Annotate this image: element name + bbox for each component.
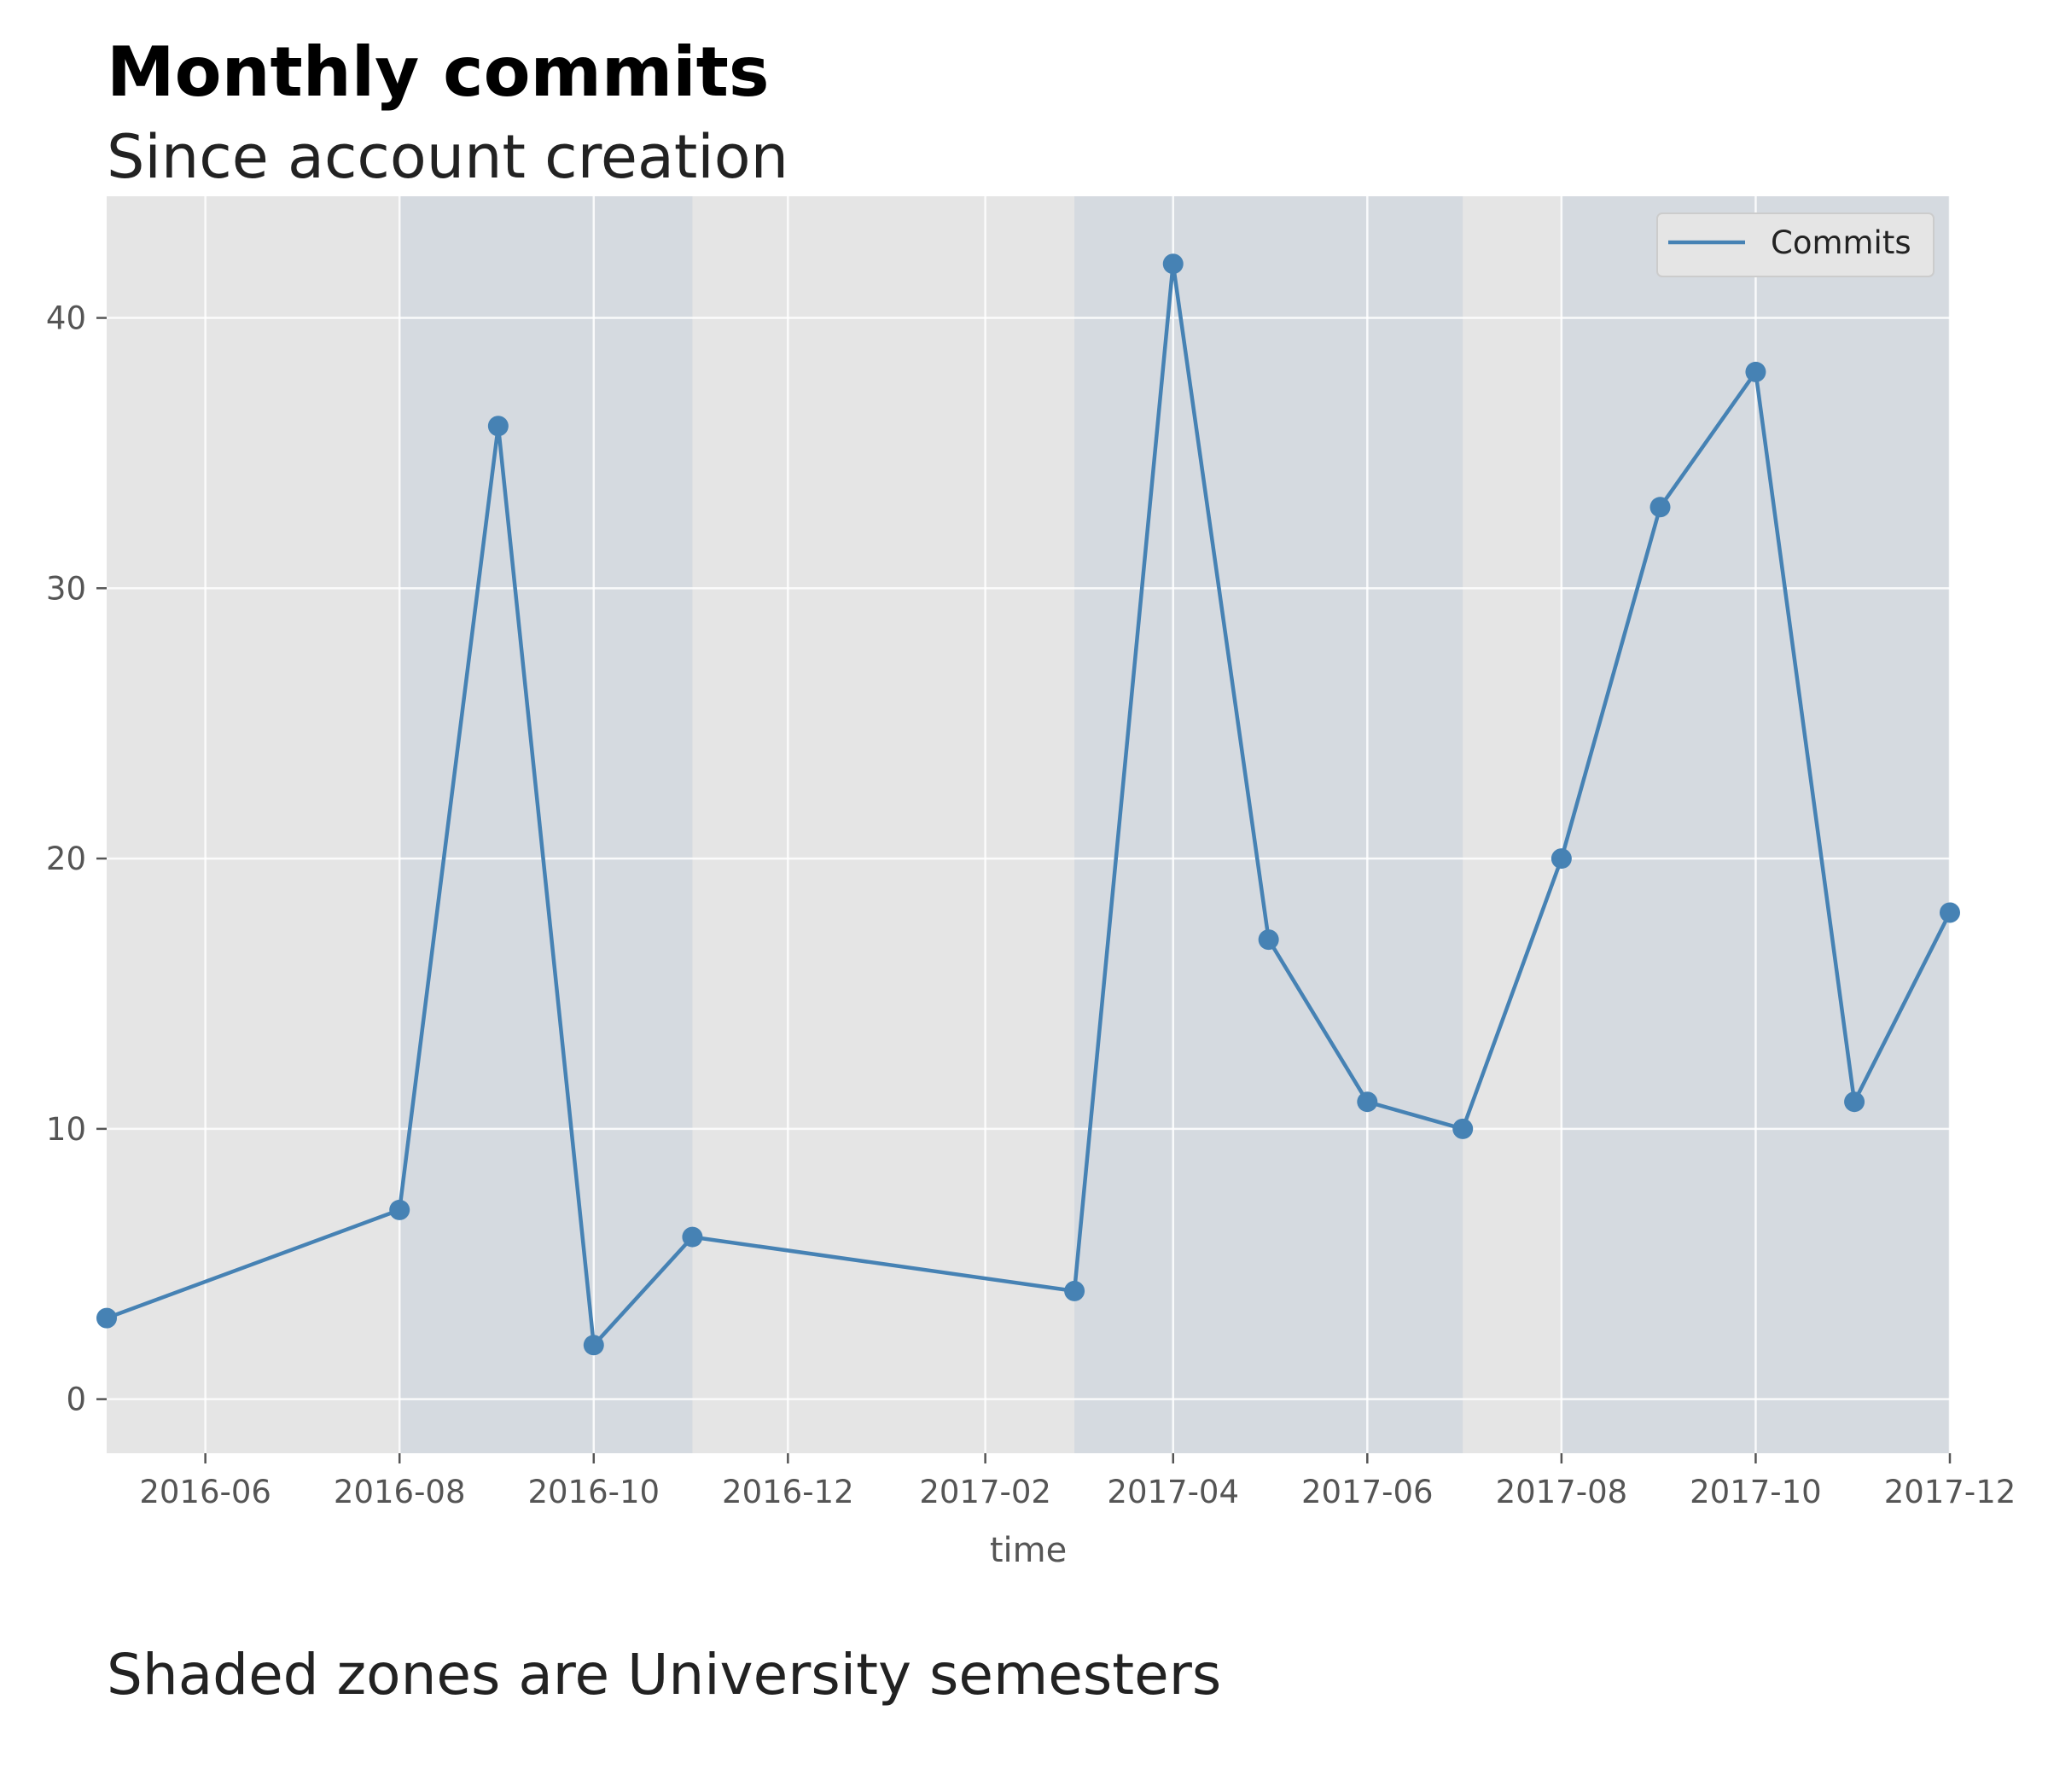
data-point [1357, 1091, 1378, 1113]
y-tick-label: 40 [46, 300, 86, 337]
x-tick-label: 2017-04 [1107, 1474, 1239, 1510]
semester-shade-1 [399, 196, 693, 1453]
y-tick-label: 30 [46, 570, 86, 607]
x-tick-label: 2017-12 [1884, 1474, 2016, 1510]
y-tick-label: 20 [46, 841, 86, 877]
y-tick-label: 10 [46, 1111, 86, 1148]
data-point [1940, 902, 1960, 923]
y-tick-labels: 0 10 20 30 40 [46, 300, 107, 1418]
x-tick-label: 2017-08 [1496, 1474, 1628, 1510]
data-point [1452, 1118, 1474, 1139]
data-point [1649, 497, 1671, 518]
x-tick-label: 2017-06 [1301, 1474, 1434, 1510]
x-tick-label: 2016-12 [722, 1474, 854, 1510]
semester-shades [399, 196, 1950, 1453]
legend: Commits [1656, 212, 1935, 277]
data-point [583, 1335, 604, 1356]
x-tick-labels: 2016-06 2016-08 2016-10 2016-12 2017-02 2017-… [139, 1453, 2016, 1510]
series-commits [96, 253, 1960, 1356]
x-tick-label: 2017-02 [919, 1474, 1051, 1510]
chart-subtitle: Since account creation [107, 122, 788, 192]
data-point [682, 1226, 703, 1248]
data-point [1551, 848, 1572, 870]
x-tick-label: 2016-06 [139, 1474, 271, 1510]
x-tick-label: 2017-10 [1690, 1474, 1822, 1510]
data-point [1258, 929, 1279, 951]
data-point [1064, 1280, 1085, 1301]
semester-shade-2 [1074, 196, 1463, 1453]
legend-label-commits: Commits [1771, 224, 1911, 261]
chart-caption: Shaded zones are University semesters [107, 1642, 1221, 1708]
data-point [1745, 361, 1766, 382]
grid-lines [107, 196, 1952, 1453]
chart-title: Monthly commits [107, 32, 770, 112]
x-axis-label: time [990, 1531, 1067, 1570]
data-point [389, 1199, 410, 1220]
data-point [487, 416, 509, 437]
data-point [1162, 253, 1184, 275]
x-tick-label: 2016-08 [334, 1474, 466, 1510]
data-point [96, 1307, 117, 1329]
legend-box [1656, 212, 1935, 277]
x-tick-label: 2016-10 [527, 1474, 660, 1510]
data-point [1844, 1091, 1865, 1113]
y-tick-label: 0 [66, 1382, 86, 1418]
